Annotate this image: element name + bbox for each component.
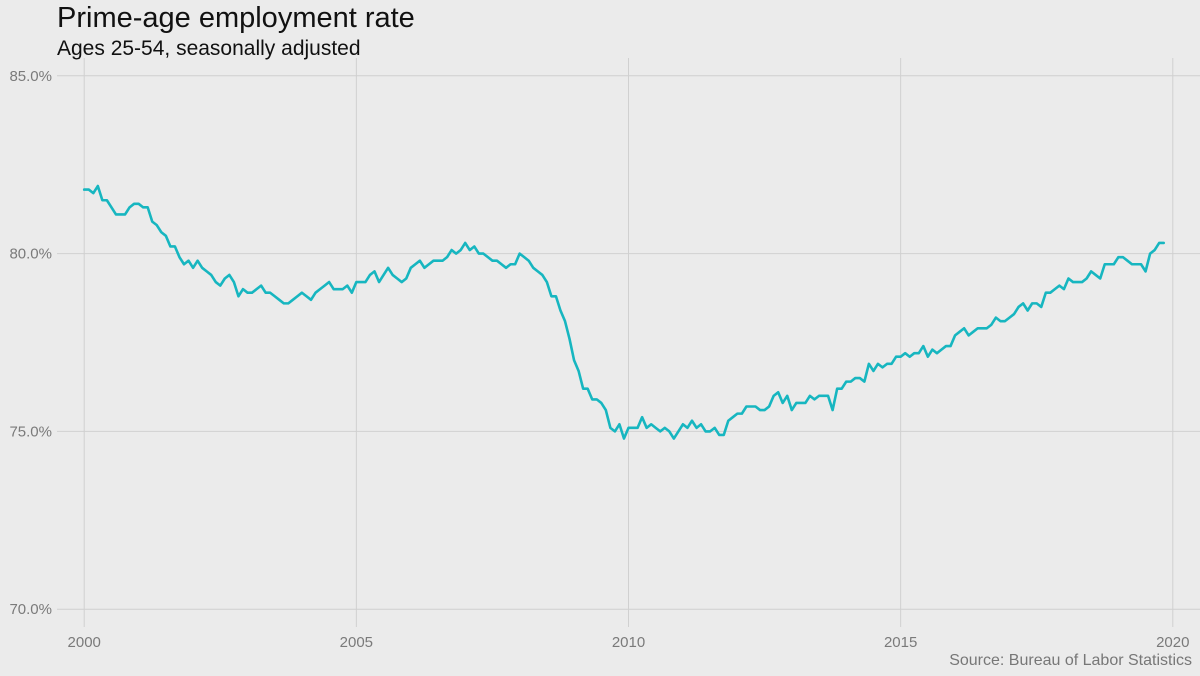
x-tick-labels: 2000 2005 2010 2015 2020: [68, 634, 1190, 651]
grid-layer: [57, 58, 1200, 627]
source-note: Source: Bureau of Labor Statistics: [949, 652, 1192, 669]
employment-rate-line: [82, 184, 1166, 440]
y-tick-labels: 70.0% 75.0% 80.0% 85.0%: [9, 68, 52, 618]
y-tick-label: 75.0%: [9, 423, 52, 440]
chart-subtitle: Ages 25-54, seasonally adjusted: [57, 37, 361, 60]
chart-title: Prime-age employment rate: [57, 2, 415, 34]
y-tick-label: 70.0%: [9, 601, 52, 618]
y-tick-label: 85.0%: [9, 68, 52, 85]
x-tick-label: 2020: [1156, 634, 1189, 651]
x-tick-label: 2010: [612, 634, 645, 651]
y-tick-label: 80.0%: [9, 246, 52, 263]
x-tick-label: 2005: [340, 634, 373, 651]
x-tick-label: 2000: [68, 634, 101, 651]
x-tick-label: 2015: [884, 634, 917, 651]
